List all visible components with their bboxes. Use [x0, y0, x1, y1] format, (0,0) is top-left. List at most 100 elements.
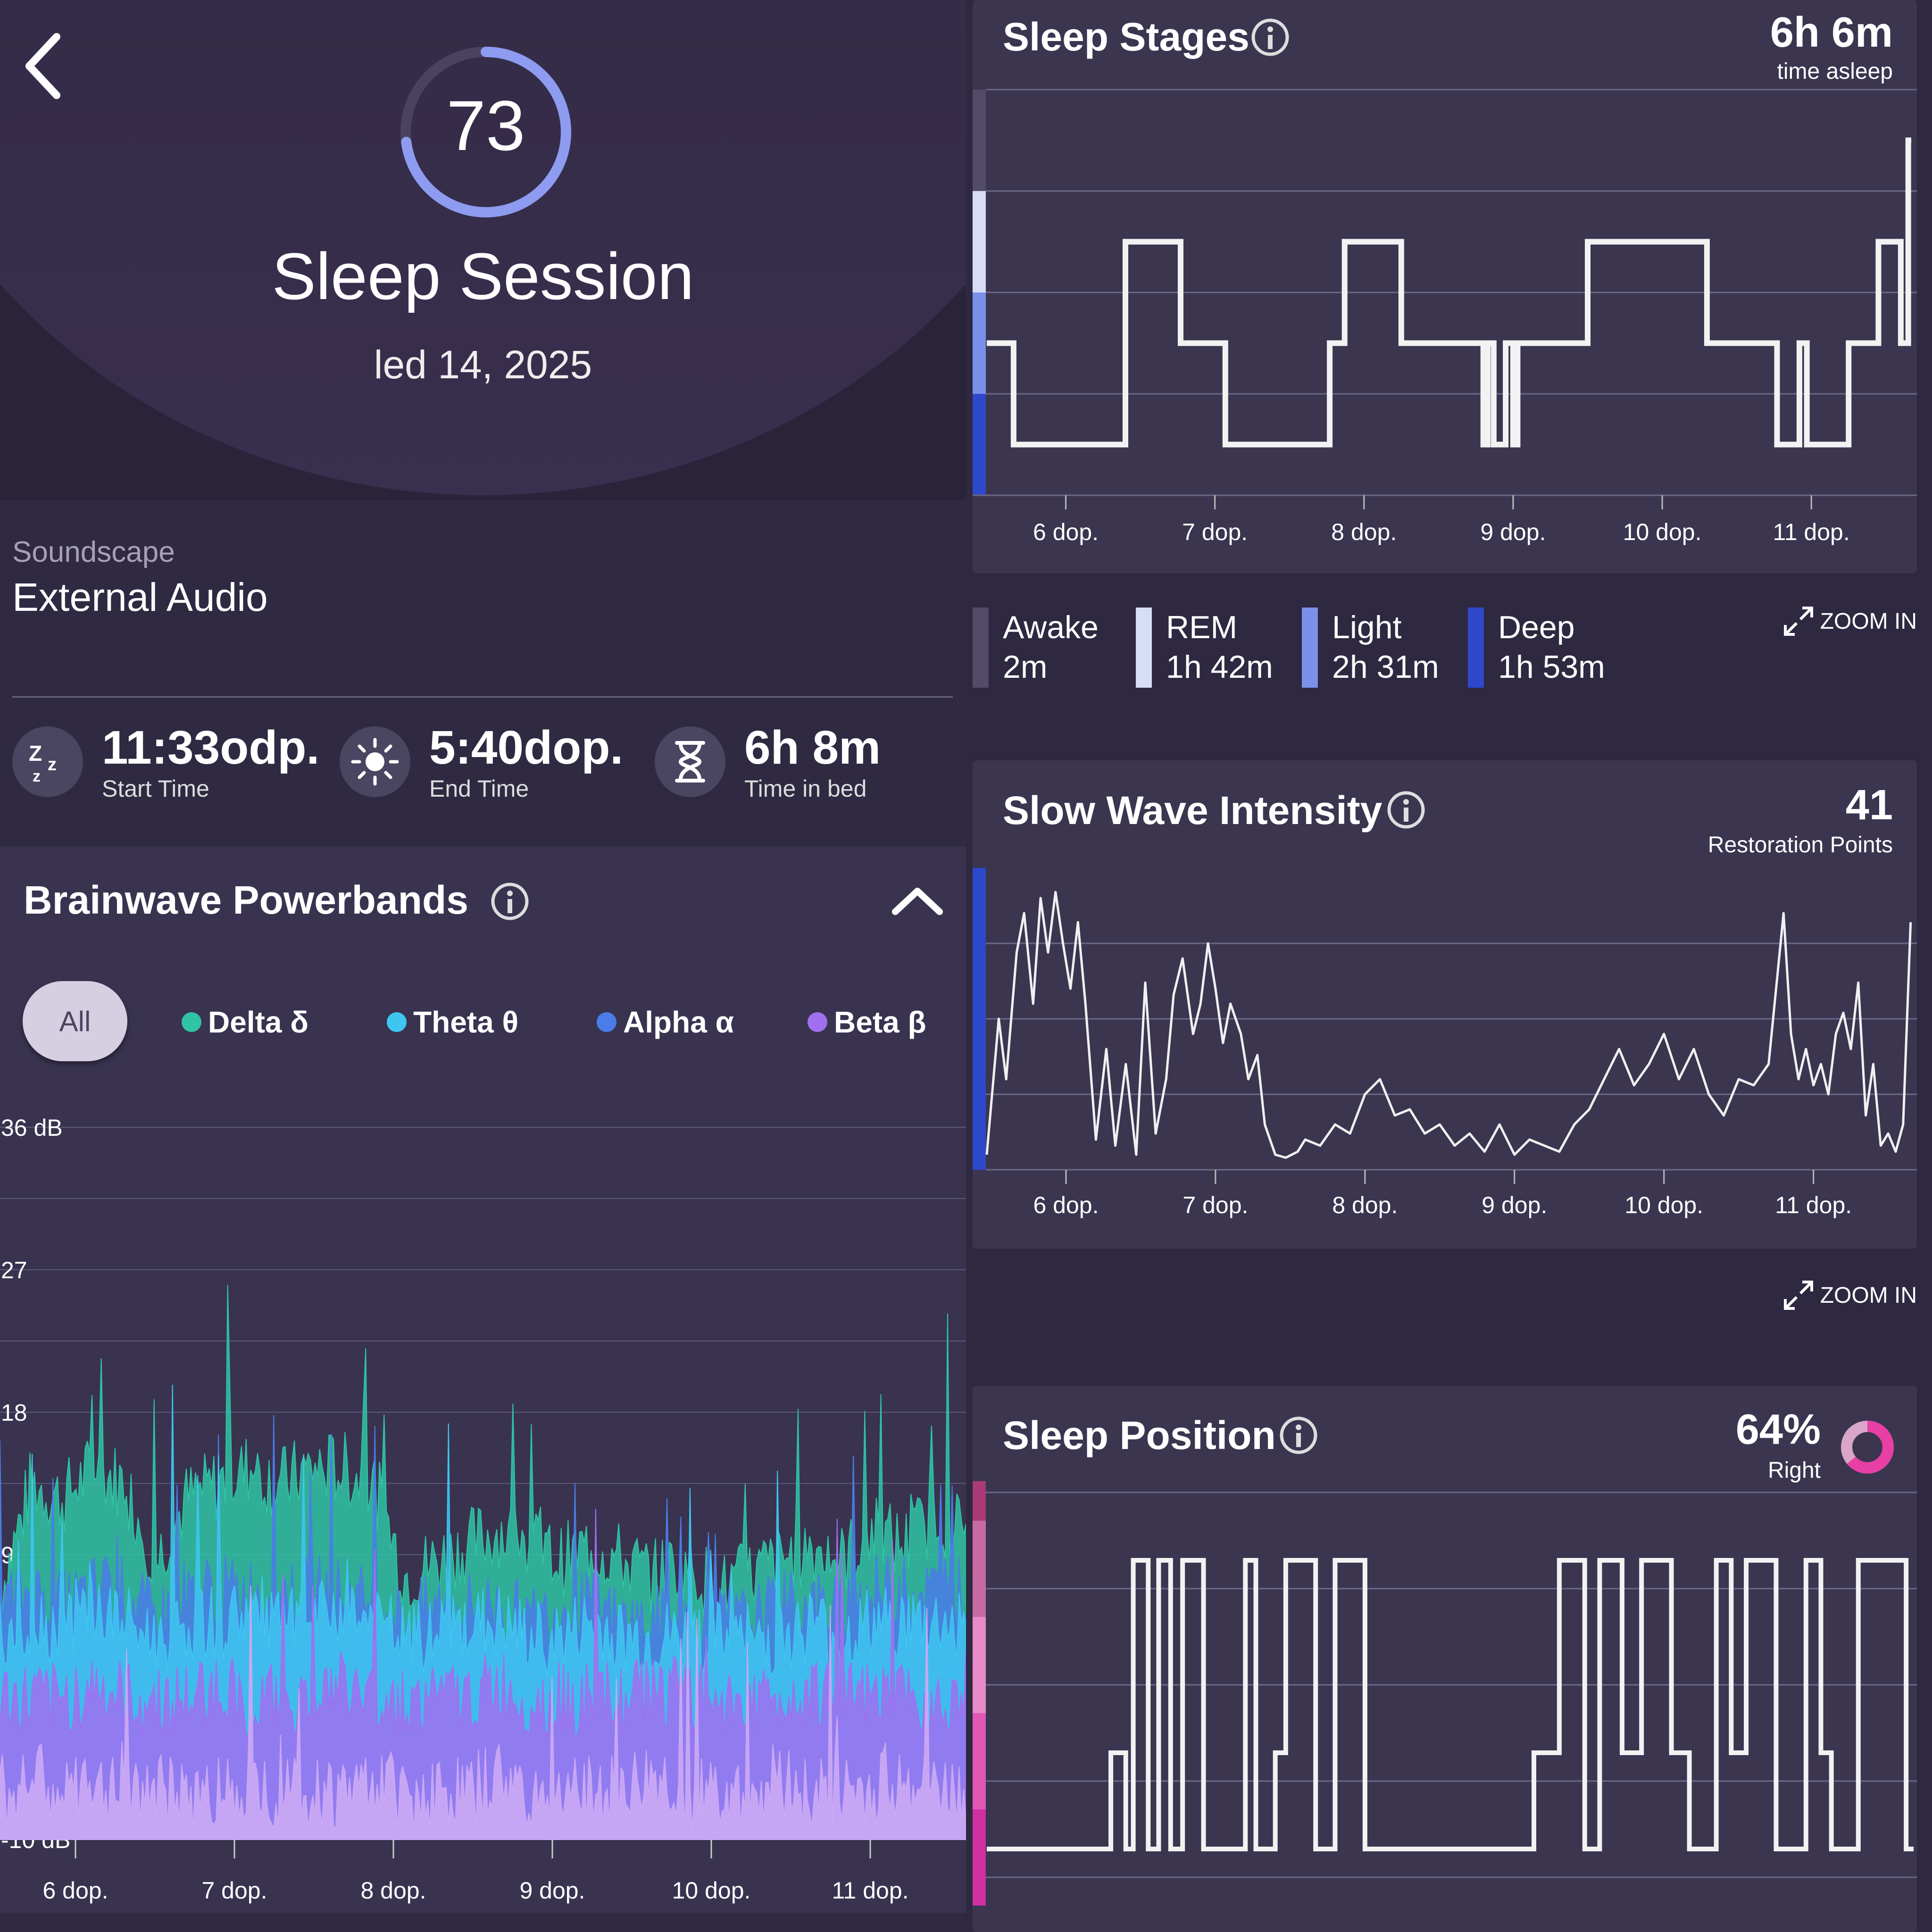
info-icon[interactable]	[1278, 1415, 1319, 1456]
filter-alpha-button[interactable]: Alpha α	[597, 1005, 734, 1040]
position-percent-label: Right	[1767, 1458, 1821, 1483]
slow-wave-chart: 6 dop. 7 dop. 8 dop. 9 dop. 10 dop. 11 dop.	[973, 868, 1917, 1218]
restoration-points-value: 41	[1845, 782, 1893, 829]
filter-beta-label: Beta β	[834, 1005, 926, 1039]
light-color-bar	[1302, 608, 1318, 688]
deep-value: 1h 53m	[1498, 649, 1605, 685]
time-in-bed-label: Time in bed	[744, 775, 867, 802]
x-tick-label: 9 dop.	[1482, 1192, 1547, 1218]
time-asleep-value: 6h 6m	[1770, 9, 1893, 56]
svg-text:z: z	[48, 755, 57, 774]
delta-dot-icon	[182, 1012, 201, 1032]
time-asleep-label: time asleep	[1777, 59, 1893, 84]
collapse-chevron-icon[interactable]	[891, 884, 943, 917]
svg-text:z: z	[33, 767, 41, 785]
stage-band-rem	[973, 191, 986, 292]
start-time-label: Start Time	[102, 775, 209, 802]
end-time-stat: 5:40dop. End Time	[340, 721, 623, 802]
deep-band	[973, 868, 986, 1170]
position-percent-value: 64%	[1735, 1406, 1821, 1453]
stage-band-awake	[973, 90, 986, 191]
awake-color-bar	[973, 608, 989, 688]
theta-dot-icon	[387, 1012, 407, 1032]
filter-delta-label: Delta δ	[208, 1005, 309, 1039]
page-title: Sleep Session	[272, 239, 694, 313]
x-tick-label: 7 dop.	[1182, 519, 1248, 545]
stage-band-deep	[973, 394, 986, 495]
brainwave-title: Brainwave Powerbands	[24, 878, 468, 922]
x-tick-label: 11 dop.	[1773, 519, 1850, 545]
sleep-score: 73	[446, 86, 525, 165]
info-icon[interactable]	[1386, 790, 1426, 830]
x-tick-label: 8 dop.	[1332, 1192, 1398, 1218]
legend-deep: Deep 1h 53m	[1468, 608, 1634, 688]
restoration-points-label: Restoration Points	[1707, 833, 1893, 858]
awake-value: 2m	[1003, 649, 1048, 685]
sleep-stages-chart: 6 dop. 7 dop. 8 dop. 9 dop. 10 dop. 11 dop.	[973, 89, 1917, 545]
series-area-3	[0, 1509, 966, 1840]
filter-all-button[interactable]: All	[23, 981, 127, 1061]
start-time-value: 11:33odp.	[102, 721, 320, 774]
filter-theta-label: Theta θ	[413, 1005, 519, 1039]
svg-text:Z: Z	[29, 741, 42, 766]
x-tick-label: 6 dop.	[1033, 519, 1099, 545]
rem-color-bar	[1136, 608, 1152, 688]
light-label: Light	[1332, 609, 1402, 645]
x-tick-label: 6 dop.	[42, 1877, 108, 1904]
divider	[12, 696, 953, 698]
legend-light: Light 2h 31m	[1302, 608, 1468, 688]
deep-label: Deep	[1498, 609, 1575, 645]
x-tick-label: 11 dop.	[832, 1877, 908, 1904]
info-icon[interactable]	[490, 881, 530, 922]
x-tick-label: 7 dop.	[201, 1877, 267, 1904]
hourglass-icon	[655, 726, 725, 797]
filter-delta-button[interactable]: Delta δ	[182, 1005, 308, 1040]
slow-wave-zoom-button[interactable]: ZOOM IN	[1783, 1280, 1917, 1310]
position-band	[973, 1481, 986, 1521]
position-band	[973, 1713, 986, 1809]
position-donut	[1841, 1421, 1894, 1474]
sleep-stages-card	[973, 0, 1917, 573]
position-band	[973, 1809, 986, 1906]
x-tick-label: 7 dop.	[1183, 1192, 1248, 1218]
slow-wave-card	[973, 760, 1917, 1249]
x-tick-label: 10 dop.	[1624, 1192, 1703, 1218]
filter-theta-button[interactable]: Theta θ	[387, 1005, 518, 1040]
slow-wave-zoom-label: ZOOM IN	[1820, 1282, 1917, 1308]
light-value: 2h 31m	[1332, 649, 1439, 685]
sleep-position-card	[973, 1386, 1917, 1932]
x-tick-label: 9 dop.	[1480, 519, 1546, 545]
stages-zoom-button[interactable]: ZOOM IN	[1783, 606, 1917, 636]
sleep-position-title: Sleep Position	[1003, 1413, 1276, 1457]
x-tick-label: 10 dop.	[1623, 519, 1702, 545]
beta-dot-icon	[808, 1012, 827, 1032]
sun-icon	[340, 726, 410, 797]
stages-zoom-label: ZOOM IN	[1820, 608, 1917, 634]
soundscape-value: External Audio	[12, 575, 268, 619]
end-time-value: 5:40dop.	[429, 721, 624, 774]
score-ring	[400, 47, 571, 217]
y-tick-label: 27	[1, 1257, 27, 1283]
alpha-dot-icon	[597, 1012, 616, 1032]
stage-band-light	[973, 292, 986, 394]
filter-beta-button[interactable]: Beta β	[808, 1005, 926, 1040]
position-band	[973, 1617, 986, 1713]
x-tick-label: 10 dop.	[672, 1877, 751, 1904]
time-in-bed-stat: 6h 8m Time in bed	[655, 721, 881, 802]
back-button[interactable]	[19, 28, 66, 106]
slow-wave-title: Slow Wave Intensity	[1003, 788, 1382, 833]
position-line	[987, 1558, 1914, 1851]
info-icon[interactable]	[1250, 17, 1291, 58]
deep-color-bar	[1468, 608, 1484, 688]
chevron-left-icon	[25, 33, 60, 99]
legend-rem: REM 1h 42m	[1136, 608, 1302, 688]
end-time-label: End Time	[429, 775, 529, 802]
filter-alpha-label: Alpha α	[623, 1005, 734, 1039]
x-tick-label: 8 dop.	[360, 1877, 426, 1904]
series-area-4	[0, 1585, 966, 1840]
position-band	[973, 1521, 986, 1617]
stage-line	[987, 137, 1911, 448]
